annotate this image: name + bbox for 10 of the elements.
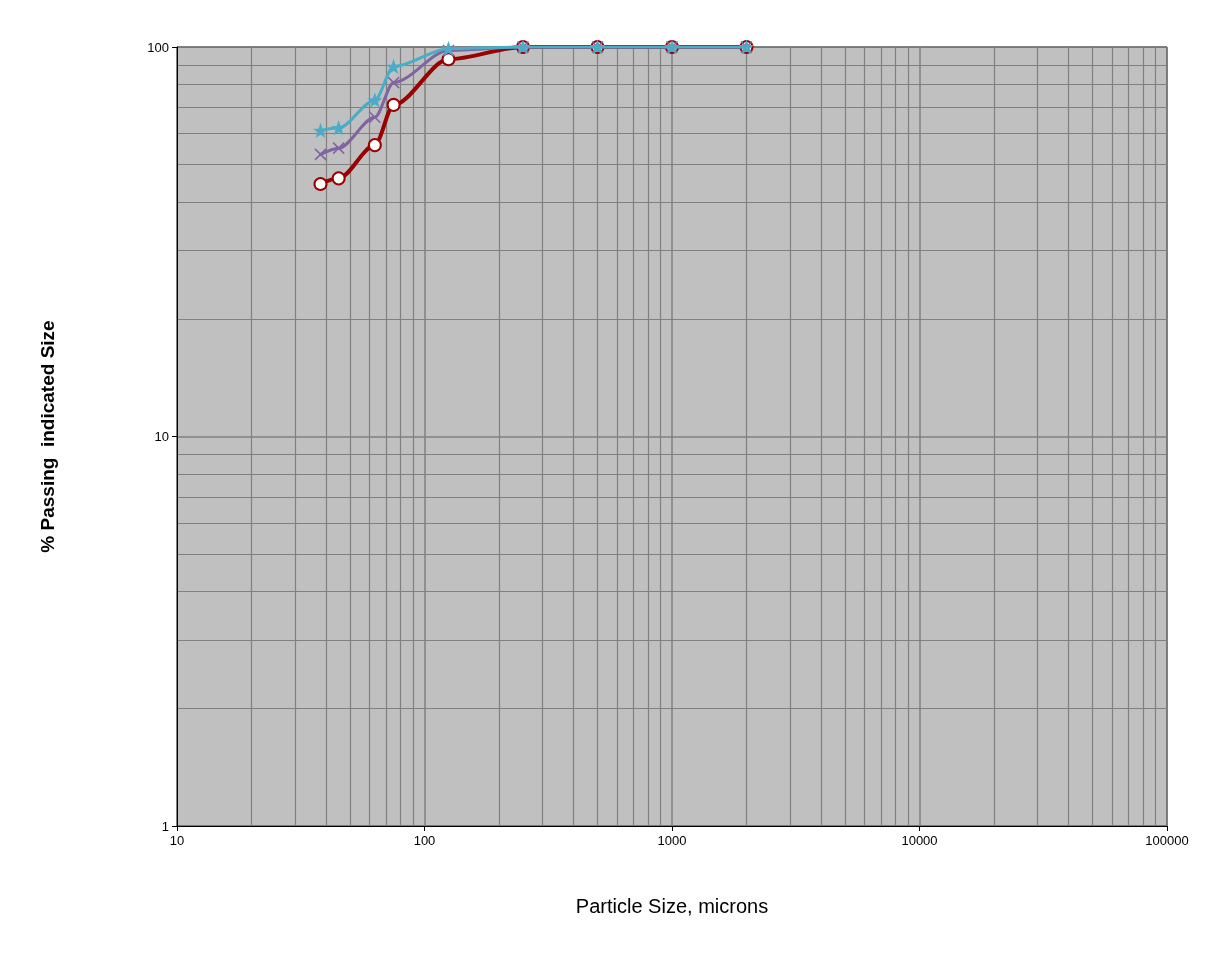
x-axis-title: Particle Size, microns — [575, 895, 769, 917]
y-tick-label: 100 — [147, 39, 169, 55]
x-tick-label: 10000 — [901, 833, 938, 848]
y-axis-title: % Passing indicated Size — [37, 320, 58, 553]
y-tick-label: 1 — [161, 818, 169, 834]
x-tick-label: 10 — [169, 833, 185, 848]
x-tick-label: 1000 — [657, 833, 687, 848]
x-tick-label: 100 — [413, 833, 436, 848]
y-tick-label: 10 — [154, 429, 169, 444]
x-tick-label: 100000 — [1145, 833, 1189, 848]
